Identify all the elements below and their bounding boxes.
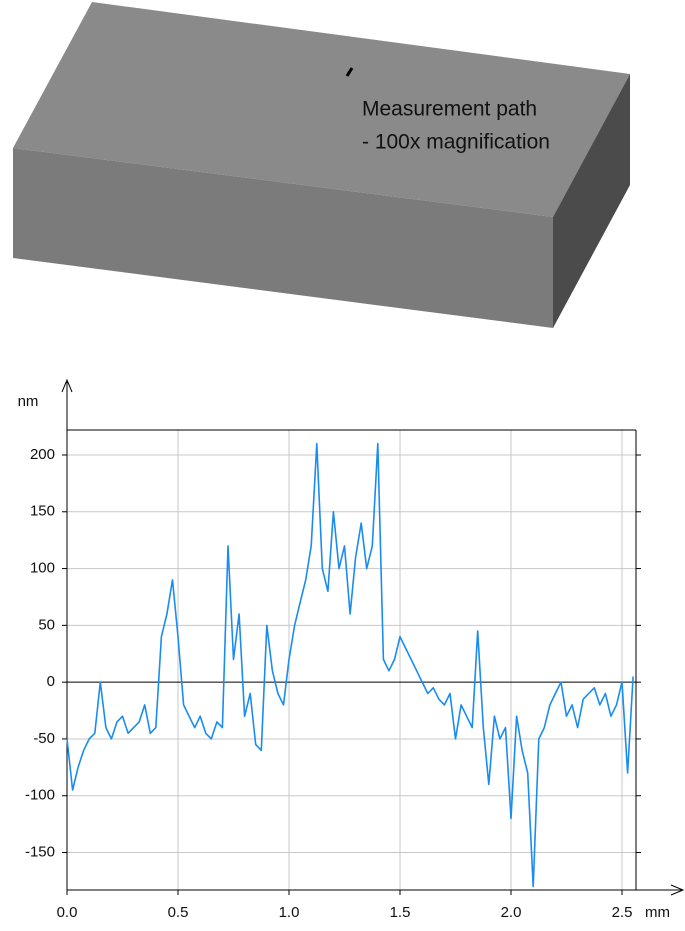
y-axis-label: nm bbox=[18, 393, 39, 410]
y-tick-label: -100 bbox=[25, 787, 55, 804]
x-tick-label: 2.0 bbox=[501, 904, 522, 921]
annotation: - 100x magnification bbox=[362, 131, 550, 154]
y-tick-label: 150 bbox=[30, 503, 55, 520]
y-tick-label: 100 bbox=[30, 560, 55, 577]
block-front bbox=[13, 148, 553, 328]
y-tick-label: 200 bbox=[30, 446, 55, 463]
block-top bbox=[13, 2, 630, 217]
block-side bbox=[553, 74, 630, 328]
axis-arrow bbox=[670, 884, 685, 896]
y-tick-label: 0 bbox=[47, 673, 55, 690]
x-tick-label: 2.5 bbox=[612, 904, 633, 921]
y-tick-label: -150 bbox=[25, 843, 55, 860]
y-tick-label: -50 bbox=[33, 730, 55, 747]
chart: 0.0 0.5 1.0 1.5 2.0 2.5 -150 -100 -50 0 50 100 150 20… bbox=[18, 378, 685, 921]
x-tick-label: 0.0 bbox=[57, 904, 78, 921]
x-tick-label: 1.5 bbox=[390, 904, 411, 921]
measurement-path bbox=[345, 67, 354, 77]
x-tick-label: 1.0 bbox=[279, 904, 300, 921]
profile-line bbox=[66, 442, 634, 888]
axis-arrow bbox=[61, 378, 73, 393]
x-axis-label: mm bbox=[645, 904, 670, 921]
annotation: Measurement path bbox=[362, 98, 537, 121]
x-tick-label: 0.5 bbox=[168, 904, 189, 921]
y-tick-label: 50 bbox=[38, 616, 55, 633]
